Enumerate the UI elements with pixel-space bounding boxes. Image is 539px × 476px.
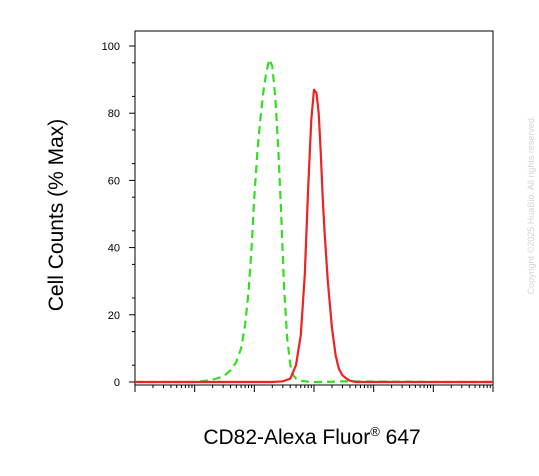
y-tick-label: 40: [108, 243, 120, 255]
series-line-1: [135, 58, 493, 384]
x-axis-title: CD82-Alexa Fluor® 647: [203, 424, 420, 449]
series-layer: [135, 58, 493, 384]
x-axis-title-main: CD82-Alexa Fluor: [203, 426, 370, 449]
y-tick-label: 60: [108, 175, 120, 187]
y-axis-title: Cell Counts (% Max): [45, 119, 68, 312]
y-tick-label: 100: [102, 41, 120, 53]
y-axis: 0 20 40 60 80 100: [102, 41, 135, 389]
x-axis-title-superscript: ®: [370, 424, 380, 439]
y-tick-label: 20: [108, 310, 120, 322]
x-axis: [134, 385, 494, 392]
series-line-2: [135, 88, 493, 384]
y-tick-label: 0: [114, 377, 120, 389]
plot-frame: [134, 30, 494, 386]
x-axis-title-suffix: 647: [380, 426, 421, 449]
y-tick-label: 80: [108, 108, 120, 120]
watermark: Copyright ©2025 HuaBio. All rights reser…: [526, 116, 536, 295]
